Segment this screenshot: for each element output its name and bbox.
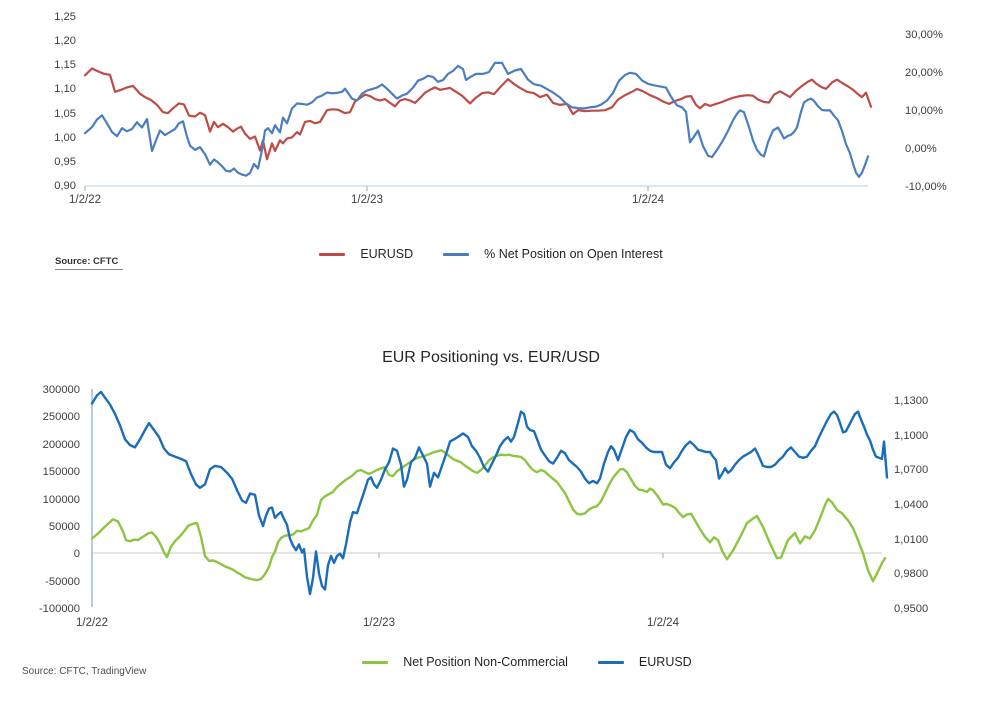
x-tick-label: 1/2/24 [632, 194, 665, 206]
left-axis-tick-label: 1,25 [54, 11, 76, 23]
right-axis-tick-label: 0,9800 [894, 568, 928, 580]
right-axis-tick-label: 0,00% [905, 143, 937, 155]
series-line--net-position-on-open-interest [83, 61, 870, 178]
right-axis-tick-label: 1,0100 [894, 534, 928, 546]
right-axis-tick-label: 10,00% [905, 105, 943, 117]
left-axis-tick-label: 1,00 [54, 132, 76, 144]
legend-label-net-position: Net Position Non-Commercial [403, 655, 568, 669]
left-axis-tick-label: 200000 [43, 439, 80, 451]
net-position-pct-line-swatch [443, 252, 470, 256]
right-axis-tick-label: -10,00% [905, 181, 947, 193]
right-axis-tick-label: 20,00% [905, 67, 943, 79]
left-axis-tick-label: 250000 [43, 411, 80, 423]
left-axis-tick-label: 1,05 [54, 108, 76, 120]
x-tick-label: 1/2/23 [351, 194, 383, 206]
x-tick-label: 1/2/24 [647, 617, 680, 629]
right-axis-tick-label: 1,0700 [894, 464, 928, 476]
bottom-chart-source: Source: CFTC, TradingView [22, 666, 147, 677]
x-tick-label: 1/2/22 [76, 617, 108, 629]
left-axis-tick-label: 0 [74, 548, 80, 560]
legend-item-eurusd: EURUSD [319, 247, 413, 261]
right-axis-tick-label: 1,0400 [894, 499, 928, 511]
legend-item-net-position-pct: % Net Position on Open Interest [443, 247, 663, 261]
x-tick-label: 1/2/22 [69, 194, 101, 206]
left-axis-tick-label: 1,15 [54, 59, 76, 71]
right-axis-tick-label: 1,1300 [894, 395, 928, 407]
series-line-eurusd [90, 390, 889, 596]
right-axis-tick-label: 1,1000 [894, 430, 928, 442]
x-tick-label: 1/2/23 [363, 617, 395, 629]
legend-item-net-position: Net Position Non-Commercial [362, 655, 568, 669]
series-line-net-position-non-commercial [90, 449, 887, 583]
legend-label-eurusd-bottom: EURUSD [638, 655, 692, 669]
series-line-eurusd [83, 67, 873, 161]
left-axis-tick-label: 150000 [43, 466, 80, 478]
left-axis-tick-label: 50000 [49, 521, 80, 533]
left-axis-tick-label: 300000 [43, 384, 80, 396]
right-axis-tick-label: 30,00% [905, 29, 943, 41]
left-axis-tick-label: 1,20 [54, 35, 76, 47]
left-axis-tick-label: -100000 [39, 603, 80, 615]
net-position-line-swatch [362, 660, 389, 664]
eurusd-line-swatch [319, 252, 346, 256]
left-axis-tick-label: 1,10 [54, 83, 76, 95]
legend-label-net-position-pct: % Net Position on Open Interest [484, 247, 663, 261]
left-axis-tick-label: 0,90 [54, 180, 76, 192]
legend-item-eurusd-bottom: EURUSD [597, 655, 692, 669]
right-axis-tick-label: 0,9500 [894, 603, 928, 615]
top-chart-source: Source: CFTC [55, 256, 124, 270]
left-axis-tick-label: 100000 [43, 494, 80, 506]
legend-label-eurusd: EURUSD [360, 247, 414, 261]
bottom-chart-title: EUR Positioning vs. EUR/USD [382, 349, 600, 366]
left-axis-tick-label: 0,95 [54, 156, 76, 168]
bottom-chart-legend: Net Position Non-Commercial EURUSD [0, 655, 982, 669]
top-chart-legend: EURUSD % Net Position on Open Interest [0, 247, 982, 261]
eurusd-bottom-line-swatch [597, 660, 624, 664]
left-axis-tick-label: -50000 [45, 576, 80, 588]
